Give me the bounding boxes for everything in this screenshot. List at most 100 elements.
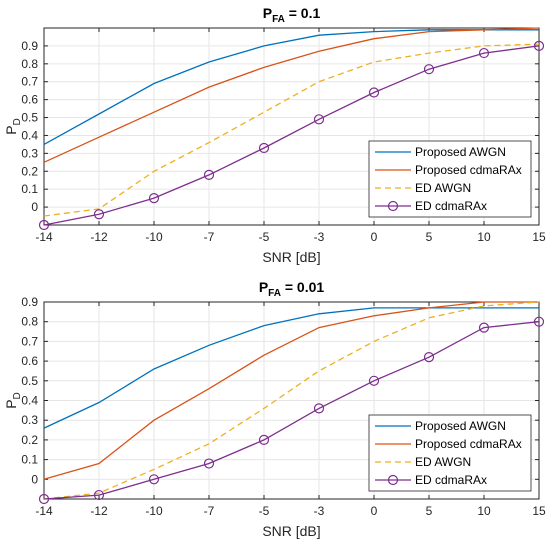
x-tick-label: 5 [426, 230, 433, 244]
data-point [93, 209, 105, 220]
y-tick-label: 0.3 [21, 413, 38, 427]
y-tick-label: 0 [31, 472, 38, 486]
series-line [43, 301, 540, 500]
legend-label: Proposed AWGN [415, 419, 506, 433]
x-tick-label: -14 [35, 230, 53, 244]
x-tick-label: -14 [35, 504, 53, 518]
data-point [368, 375, 380, 386]
chart-title-main: P [263, 5, 272, 21]
legend-label: ED cdmaRAx [415, 199, 487, 213]
data-point [148, 193, 160, 204]
series-line [43, 321, 540, 500]
y-tick-label: 0.8 [21, 57, 38, 71]
x-tick-label: 5 [426, 504, 433, 518]
series-line [43, 27, 540, 163]
data-point [478, 47, 490, 59]
y-axis-label-main: P [3, 399, 19, 408]
x-tick-label: -5 [259, 504, 270, 518]
chart-title: PFA = 0.1 [263, 5, 321, 25]
y-tick-label: 0.7 [21, 75, 38, 89]
y-tick-label: 0.2 [21, 433, 38, 447]
data-point [93, 489, 105, 501]
y-tick-label: 0.8 [21, 315, 38, 329]
data-point [203, 458, 215, 469]
x-tick-label: -10 [145, 504, 163, 518]
data-point [313, 403, 325, 414]
data-point [533, 316, 545, 327]
data-point [313, 114, 325, 125]
x-tick-label: -12 [90, 230, 108, 244]
x-tick-label: -7 [204, 230, 215, 244]
y-tick-label: 0.1 [21, 453, 38, 467]
chart-top: -14 -12 -10 -7 -5 -3 0 5 10 15 0 0.1 0.2 0.3 0.4 0.5 0.6… [3, 5, 546, 265]
data-point [148, 474, 160, 485]
y-tick-label: 0.2 [21, 164, 38, 178]
x-tick-label: -7 [204, 504, 215, 518]
chart-title-rest: = 0.1 [285, 5, 321, 21]
legend-marker [387, 200, 399, 212]
y-tick-label: 0.1 [21, 182, 38, 196]
x-tick-label: 0 [371, 230, 378, 244]
chart-title-main: P [259, 279, 268, 295]
y-axis-label-subscript: D [12, 118, 23, 125]
y-axis-label: PD [3, 118, 23, 135]
legend-label: Proposed cdmaRAx [415, 163, 522, 177]
y-tick-label: 0.4 [21, 394, 38, 408]
data-point [258, 142, 270, 154]
legend-box [368, 140, 532, 218]
y-axis-label: PD [3, 392, 23, 409]
y-tick-label: 0.3 [21, 146, 38, 160]
y-tick-label: 0.6 [21, 354, 38, 368]
x-axis-label: SNR [dB] [262, 523, 320, 539]
data-point [423, 352, 435, 363]
y-tick-label: 0.5 [21, 111, 38, 125]
x-tick-label: 15 [532, 230, 546, 244]
y-tick-label: 0.9 [21, 295, 38, 309]
y-tick-label: 0.9 [21, 39, 38, 53]
legend: Proposed AWGN Proposed cdmaRAx ED AWGN ED c… [368, 140, 532, 218]
x-tick-label: -3 [314, 230, 325, 244]
legend-label: ED cdmaRAx [415, 473, 487, 487]
chart-title: PFA = 0.01 [259, 279, 325, 299]
legend-label: ED AWGN [415, 181, 471, 195]
chart-title-rest: = 0.01 [281, 279, 324, 295]
x-tick-label: 10 [477, 504, 491, 518]
data-point [38, 219, 50, 231]
x-tick-label: -5 [259, 230, 270, 244]
data-point [203, 169, 215, 180]
legend: Proposed AWGN Proposed cdmaRAx ED AWGN ED c… [368, 414, 532, 492]
series-line [43, 307, 539, 429]
legend-label: ED AWGN [415, 455, 471, 469]
data-point [368, 87, 380, 98]
x-tick-label: 15 [532, 504, 546, 518]
data-point [258, 434, 270, 445]
y-tick-label: 0.7 [21, 334, 38, 348]
legend-label: Proposed AWGN [415, 145, 506, 159]
x-tick-label: 0 [371, 504, 378, 518]
y-tick-label: 0.6 [21, 93, 38, 107]
y-tick-label: 0.5 [21, 374, 38, 388]
chart-title-subscript: FA [268, 288, 281, 299]
series-line [43, 29, 539, 145]
x-axis-label: SNR [dB] [262, 249, 320, 265]
x-tick-label: -3 [314, 504, 325, 518]
axes-box [43, 27, 540, 226]
x-tick-label: -10 [145, 230, 163, 244]
chart-bottom: -14 -12 -10 -7 -5 -3 0 5 10 15 0 0.1 0.2 0.3 0.4 0.5 0.6… [3, 279, 546, 539]
x-tick-label: 10 [477, 230, 491, 244]
data-point [533, 40, 545, 52]
series-line [43, 45, 540, 226]
legend-marker [387, 474, 399, 486]
data-point [478, 322, 490, 333]
legend-box [368, 414, 532, 492]
y-tick-label: 0 [31, 200, 38, 214]
x-tick-label: -12 [90, 504, 108, 518]
chart-title-subscript: FA [272, 14, 285, 25]
legend-label: Proposed cdmaRAx [415, 437, 522, 451]
y-tick-label: 0.4 [21, 128, 38, 142]
y-axis-label-subscript: D [12, 392, 23, 399]
data-point [423, 64, 435, 75]
data-point [38, 493, 50, 505]
series-line [43, 301, 539, 480]
